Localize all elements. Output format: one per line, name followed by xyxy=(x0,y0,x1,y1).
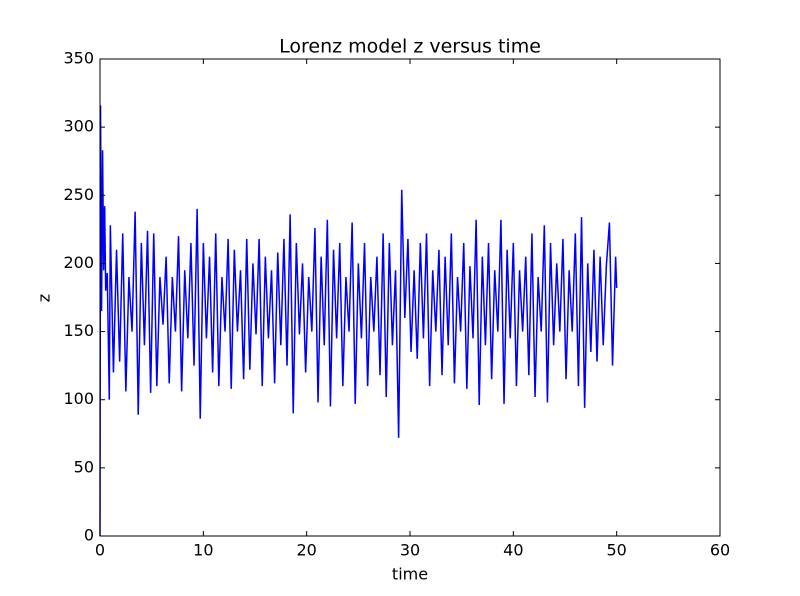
y-axis-label: z xyxy=(35,294,54,302)
data-line xyxy=(99,105,618,537)
y-tick-label: 250 xyxy=(63,185,94,204)
x-tick-label: 30 xyxy=(400,541,420,560)
x-tick-label: 40 xyxy=(503,541,523,560)
x-tick-label: 10 xyxy=(193,541,213,560)
y-tick-label: 150 xyxy=(63,321,94,340)
x-tick-label: 0 xyxy=(95,541,105,560)
y-tick-label: 0 xyxy=(84,526,94,545)
x-tick-label: 20 xyxy=(296,541,316,560)
y-tick-label: 50 xyxy=(74,457,94,476)
y-tick-label: 350 xyxy=(63,49,94,68)
y-tick-label: 100 xyxy=(63,389,94,408)
y-tick-label: 300 xyxy=(63,117,94,136)
y-tick-label: 200 xyxy=(63,253,94,272)
x-tick-label: 50 xyxy=(606,541,626,560)
x-axis-label: time xyxy=(392,565,428,584)
x-tick-label: 60 xyxy=(710,541,730,560)
plot-frame xyxy=(99,58,721,537)
chart-title: Lorenz model z versus time xyxy=(279,36,541,58)
